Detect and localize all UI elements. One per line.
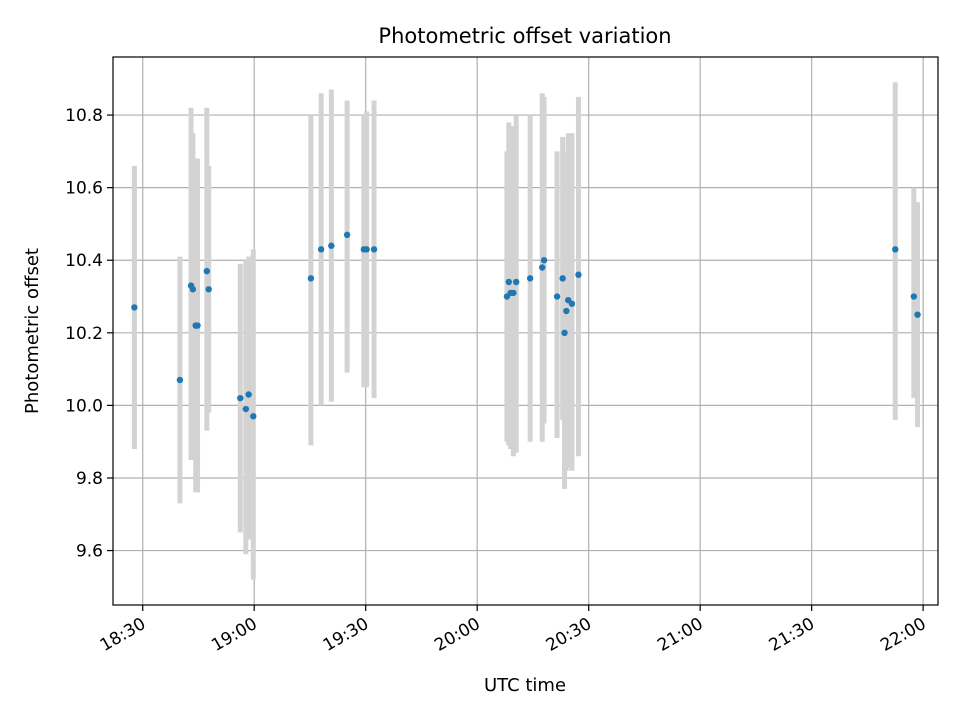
data-point [510, 289, 517, 297]
data-point [892, 246, 899, 253]
data-point [131, 304, 138, 311]
data-point [575, 271, 582, 278]
data-point [561, 329, 568, 337]
data-point [363, 246, 370, 253]
data-point [914, 311, 921, 318]
data-point [343, 231, 351, 239]
data-point [539, 264, 546, 271]
data-point [559, 275, 566, 282]
data-point [328, 242, 335, 249]
y-tick-label: 9.8 [76, 469, 103, 489]
y-tick-label: 10.4 [65, 251, 103, 271]
data-point [194, 322, 201, 329]
y-tick-label: 10.2 [65, 324, 103, 344]
data-point [307, 275, 315, 282]
data-point [526, 275, 534, 282]
data-point [237, 394, 244, 402]
y-axis-ticks: 9.6 9.8 10.0 10.2 10.4 10.6 10.8 [65, 106, 113, 562]
y-tick-label: 10.6 [65, 179, 103, 199]
data-point [505, 278, 512, 286]
data-point [189, 286, 197, 293]
data-point [370, 246, 378, 253]
data-point [513, 278, 520, 286]
data-point [250, 413, 257, 420]
data-point [317, 246, 325, 253]
data-points [131, 231, 921, 420]
y-tick-label: 9.6 [76, 542, 103, 562]
data-point [568, 300, 576, 307]
data-point [203, 267, 211, 275]
y-tick-label: 10.0 [65, 396, 103, 416]
x-axis-label: UTC time [484, 675, 566, 696]
data-point [242, 405, 250, 413]
chart-title: Photometric offset variation [378, 24, 671, 48]
data-point [176, 376, 184, 384]
y-tick-label: 10.8 [65, 106, 103, 126]
plot-frame [112, 56, 939, 606]
data-point [910, 293, 918, 300]
data-point [245, 391, 252, 398]
data-point [553, 293, 561, 300]
data-point [540, 257, 548, 264]
data-point [205, 286, 212, 293]
data-point [563, 307, 570, 315]
y-axis-label: Photometric offset [22, 248, 43, 414]
